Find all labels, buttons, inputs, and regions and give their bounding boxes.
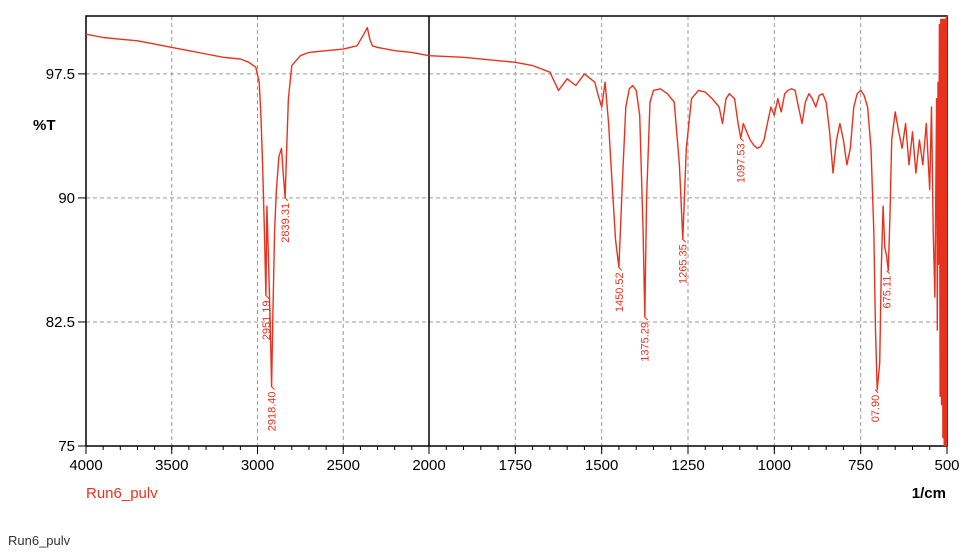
peak-label: 1097.53 <box>736 143 748 183</box>
y-tick-label: 97.5 <box>46 66 75 83</box>
series-line <box>86 16 947 446</box>
grid-lines <box>86 16 947 446</box>
peak-label: 2839.31 <box>280 203 292 243</box>
peak-marker <box>271 386 275 390</box>
peak-label: 2951.19 <box>261 301 273 341</box>
x-tick-label: 3500 <box>155 457 188 474</box>
x-tick-label: 1250 <box>671 457 704 474</box>
x-tick-label: 750 <box>848 457 873 474</box>
series-name-label: Run6_pulv <box>86 485 158 502</box>
y-axis-title: %T <box>33 117 56 134</box>
x-tick-label: 4000 <box>69 457 102 474</box>
x-tick-label: 2500 <box>327 457 360 474</box>
x-tick-label: 3000 <box>241 457 274 474</box>
x-axis-title: 1/cm <box>912 485 946 502</box>
peak-label: 675.11 <box>882 276 894 309</box>
x-tick-label: 2000 <box>412 457 445 474</box>
series-group <box>86 16 947 446</box>
peak-marker <box>265 295 270 299</box>
peak-marker <box>644 316 649 321</box>
ir-spectrum-chart: 4000 3500 3000 2500 2000 1750 1500 1250 1000 750 5… <box>33 15 960 502</box>
peak-marker <box>874 389 879 394</box>
peak-marker <box>740 138 745 142</box>
peak-marker <box>886 270 890 275</box>
x-tick-label: 1750 <box>499 457 532 474</box>
footer-caption: Run6_pulv <box>8 533 71 548</box>
x-tick-label: 500 <box>934 457 959 474</box>
peak-labels: 2951.19 2918.40 2839.31 1450.52 1375.29 1265.… <box>261 138 894 431</box>
y-tick-labels: 75 82.5 90 97.5 <box>46 66 75 455</box>
x-tick-labels: 4000 3500 3000 2500 2000 1750 1500 1250 1000 750 5… <box>69 457 959 474</box>
x-tick-label: 1000 <box>758 457 791 474</box>
peak-label: 2918.40 <box>266 391 278 431</box>
peak-marker <box>618 267 623 271</box>
peak-label: 07.90 <box>870 395 882 423</box>
peak-label: 1375.29 <box>640 322 652 362</box>
y-tick-label: 75 <box>58 438 75 455</box>
y-tick-label: 82.5 <box>46 314 75 331</box>
peak-label: 1450.52 <box>614 272 626 312</box>
peak-label: 1265.35 <box>678 244 690 284</box>
axis-ticks <box>78 73 948 454</box>
peak-marker <box>284 197 289 202</box>
y-tick-label: 90 <box>58 190 75 207</box>
plot-frame <box>85 15 948 447</box>
peak-marker <box>682 238 687 243</box>
x-tick-label: 1500 <box>585 457 618 474</box>
